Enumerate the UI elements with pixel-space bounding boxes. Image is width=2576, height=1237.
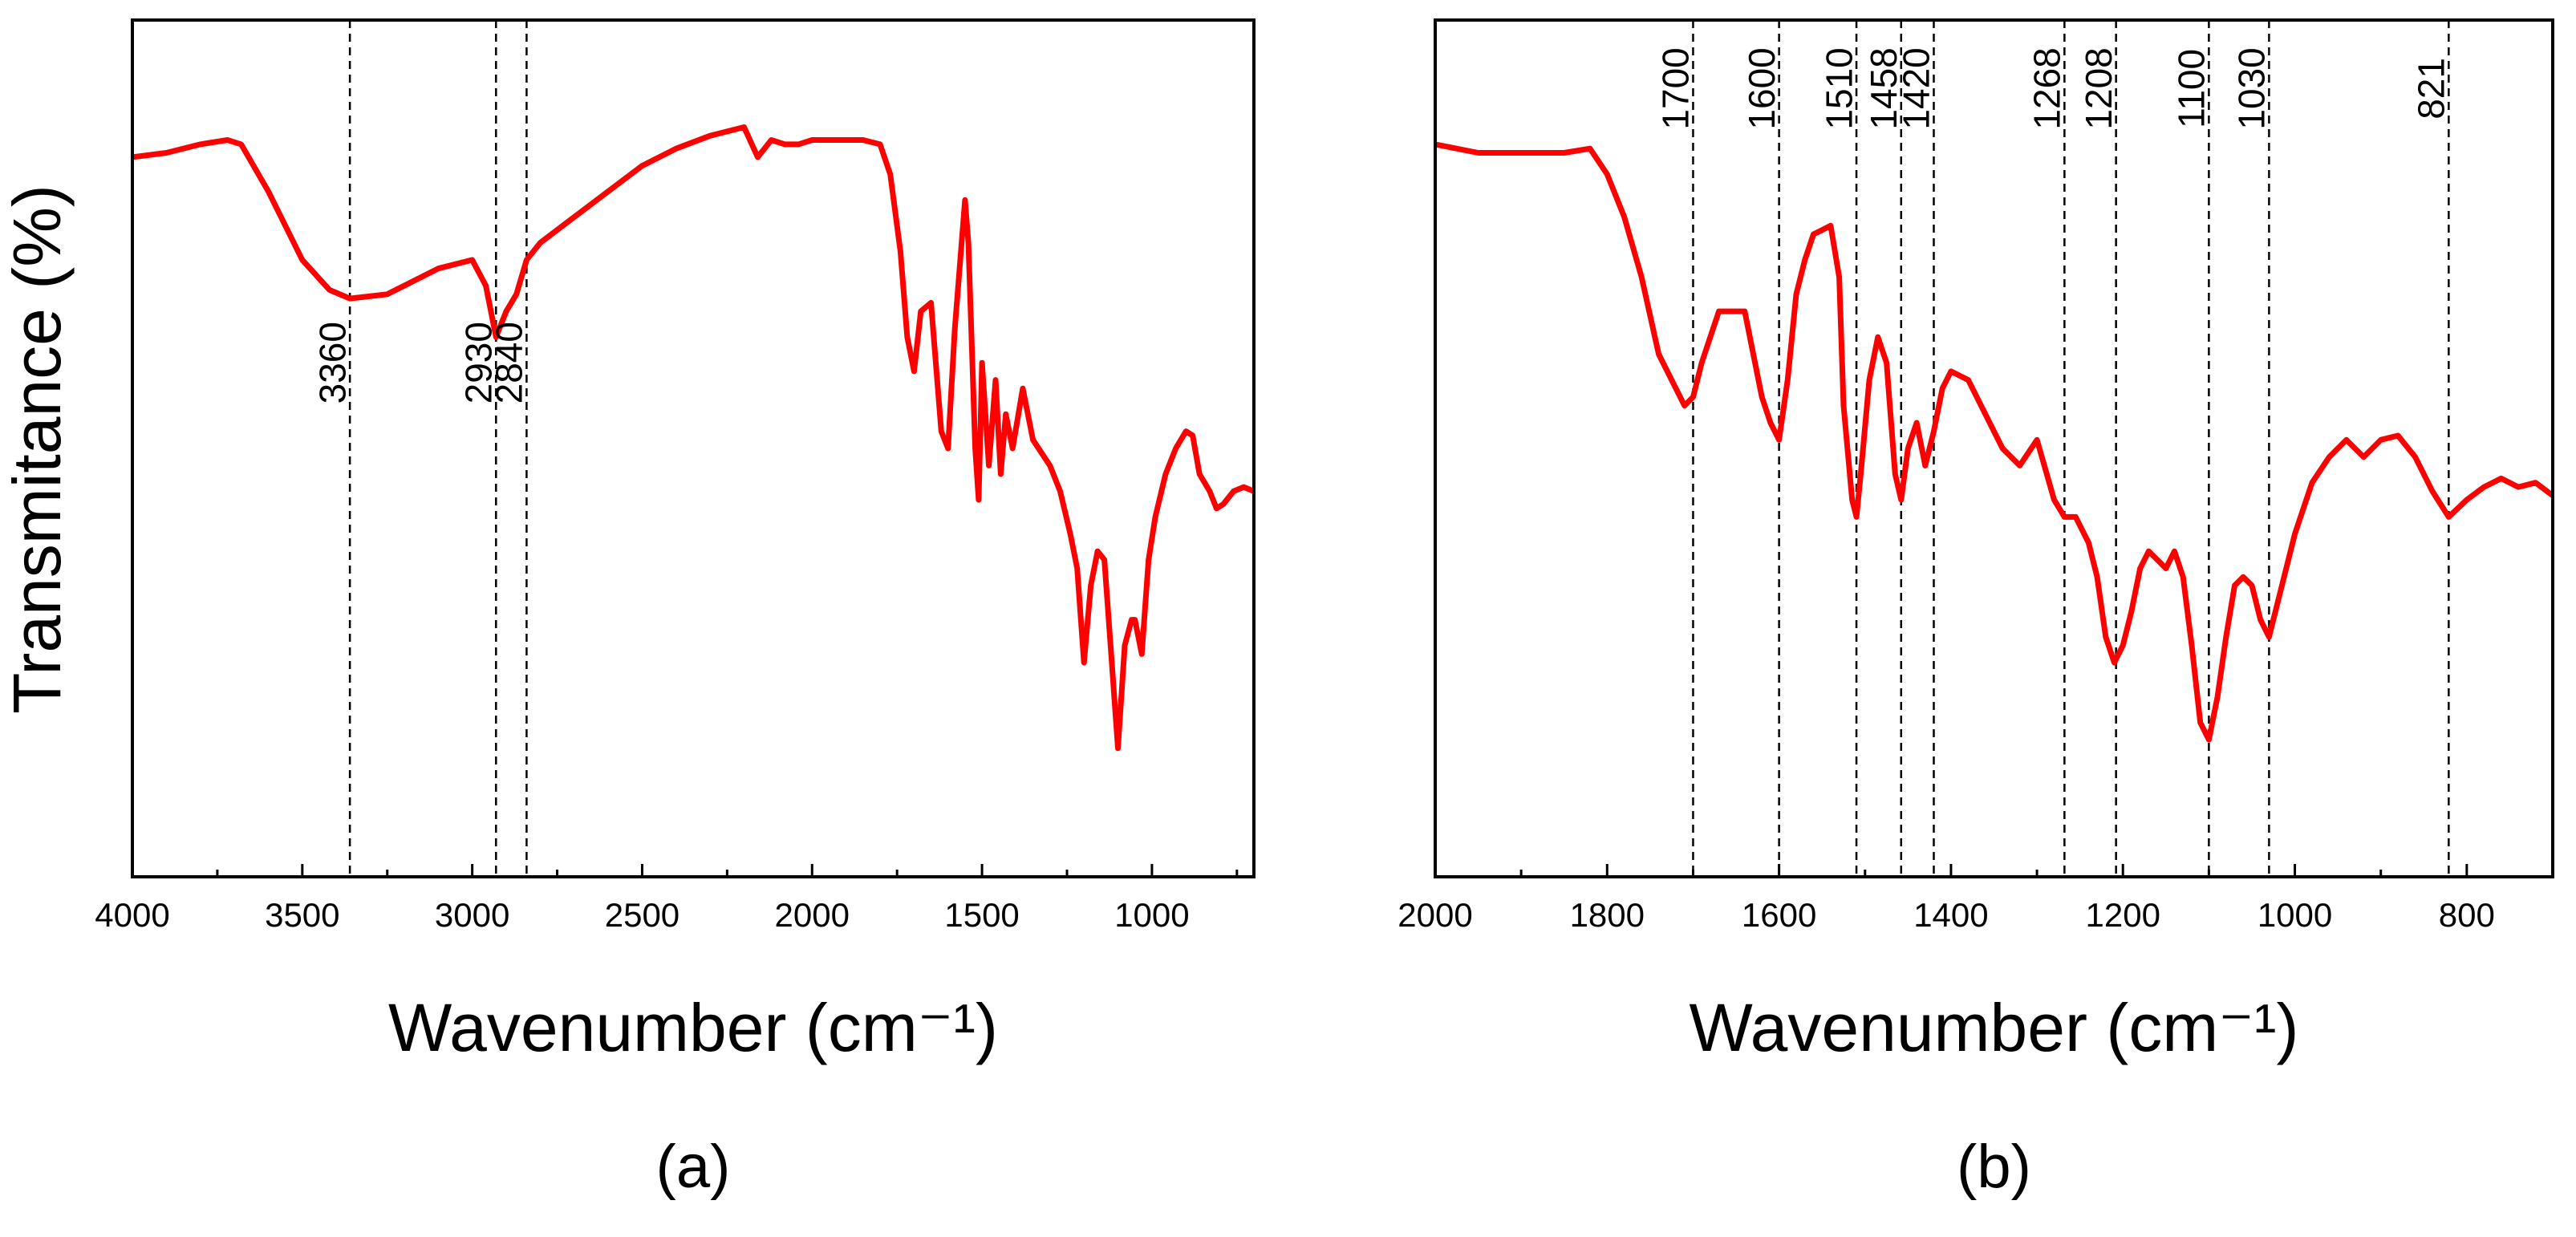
panel-b-plot-frame xyxy=(1434,18,2554,878)
panel-a-x-axis-label: Wavenumber (cm⁻¹) xyxy=(388,990,998,1065)
panel-b-peak-label-1510: 1510 xyxy=(1818,47,1860,129)
panel-a-peak-label-3360: 3360 xyxy=(311,322,353,404)
panel-b-x-tick-label-800: 800 xyxy=(2439,896,2495,934)
panel-a-spectrum-line xyxy=(132,124,1254,752)
panel-b-x-tick-label-1800: 1800 xyxy=(1570,896,1645,934)
panel-b-x-axis-label: Wavenumber (cm⁻¹) xyxy=(1690,990,2299,1065)
panel-b-peak-label-1100: 1100 xyxy=(2171,49,2213,128)
panel-a-x-tick-label-1000: 1000 xyxy=(1114,896,1189,934)
panel-a-x-tick-label-1500: 1500 xyxy=(944,896,1019,934)
panel-b-peak-label-1208: 1208 xyxy=(2078,47,2120,129)
panel-b-x-tick-label-1400: 1400 xyxy=(1913,896,1988,934)
panel-a-x-tick-label-4000: 4000 xyxy=(95,896,169,934)
panel-a-peak-label-2840: 2840 xyxy=(489,322,530,404)
panel-b-peak-label-1420: 1420 xyxy=(1896,47,1937,129)
panel-b-peak-label-1268: 1268 xyxy=(2026,47,2068,129)
panel-b-peak-label-1600: 1600 xyxy=(1741,47,1783,129)
panel-b-panel-label: (b) xyxy=(1957,1133,2031,1201)
panel-b-peak-label-1030: 1030 xyxy=(2231,47,2273,129)
panel-b-x-tick-label-1200: 1200 xyxy=(2086,896,2160,934)
panel-b-x-tick-label-1000: 1000 xyxy=(2258,896,2332,934)
panel-a-x-tick-label-3000: 3000 xyxy=(435,896,509,934)
panel-a-x-tick-label-2000: 2000 xyxy=(775,896,850,934)
panel-a-x-tick-label-2500: 2500 xyxy=(605,896,679,934)
panel-a-panel-label: (a) xyxy=(656,1133,731,1201)
panel-b-peak-label-1700: 1700 xyxy=(1655,47,1697,129)
panel-a-x-tick-label-3500: 3500 xyxy=(265,896,339,934)
panel-b-x-tick-label-2000: 2000 xyxy=(1398,896,1472,934)
panel-a-peak-label-2930: 2930 xyxy=(457,322,499,404)
panel-a-plot-frame xyxy=(131,18,1256,878)
panel-b-spectrum-line xyxy=(1435,141,2553,743)
panel-b-peak-label-821: 821 xyxy=(2410,58,2452,120)
panel-b-x-tick-label-1600: 1600 xyxy=(1742,896,1816,934)
y-axis-label: Transmitance (%) xyxy=(0,185,75,714)
panel-b-peak-label-1458: 1458 xyxy=(1863,47,1905,129)
